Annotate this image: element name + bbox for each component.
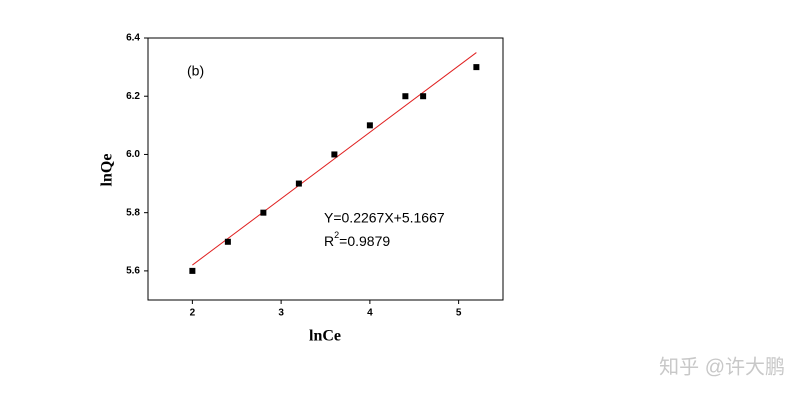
data-point xyxy=(473,64,480,71)
fit-line xyxy=(192,52,477,266)
r-squared: R2=0.9879 xyxy=(324,230,390,248)
watermark: 知乎 @许大鹏 xyxy=(659,355,785,378)
plot-frame xyxy=(147,37,504,301)
y-tick-label: 5.6 xyxy=(126,266,140,277)
data-point xyxy=(260,209,267,216)
r-symbol: R xyxy=(324,233,334,249)
data-point xyxy=(331,151,338,158)
r-superscript: 2 xyxy=(334,230,339,240)
data-point xyxy=(420,93,427,100)
x-tick-label: 3 xyxy=(278,308,284,319)
y-tick-label: 6.0 xyxy=(126,149,140,160)
x-tick-label: 4 xyxy=(367,308,373,319)
y-tick-label: 5.8 xyxy=(126,207,140,218)
data-point xyxy=(402,93,409,100)
y-tick-label: 6.4 xyxy=(126,33,140,44)
x-tick-label: 2 xyxy=(190,308,196,319)
panel-label: (b) xyxy=(187,63,204,79)
r-value: =0.9879 xyxy=(339,233,390,249)
y-axis-label: lnQe xyxy=(99,154,116,187)
x-axis-label: lnCe xyxy=(309,328,341,345)
x-tick-label: 5 xyxy=(456,308,462,319)
data-point xyxy=(224,238,231,245)
equation: Y=0.2267X+5.1667 xyxy=(324,210,445,226)
data-point xyxy=(189,267,196,274)
data-point xyxy=(295,180,302,187)
data-point xyxy=(366,122,373,129)
y-tick-label: 6.2 xyxy=(126,91,140,102)
